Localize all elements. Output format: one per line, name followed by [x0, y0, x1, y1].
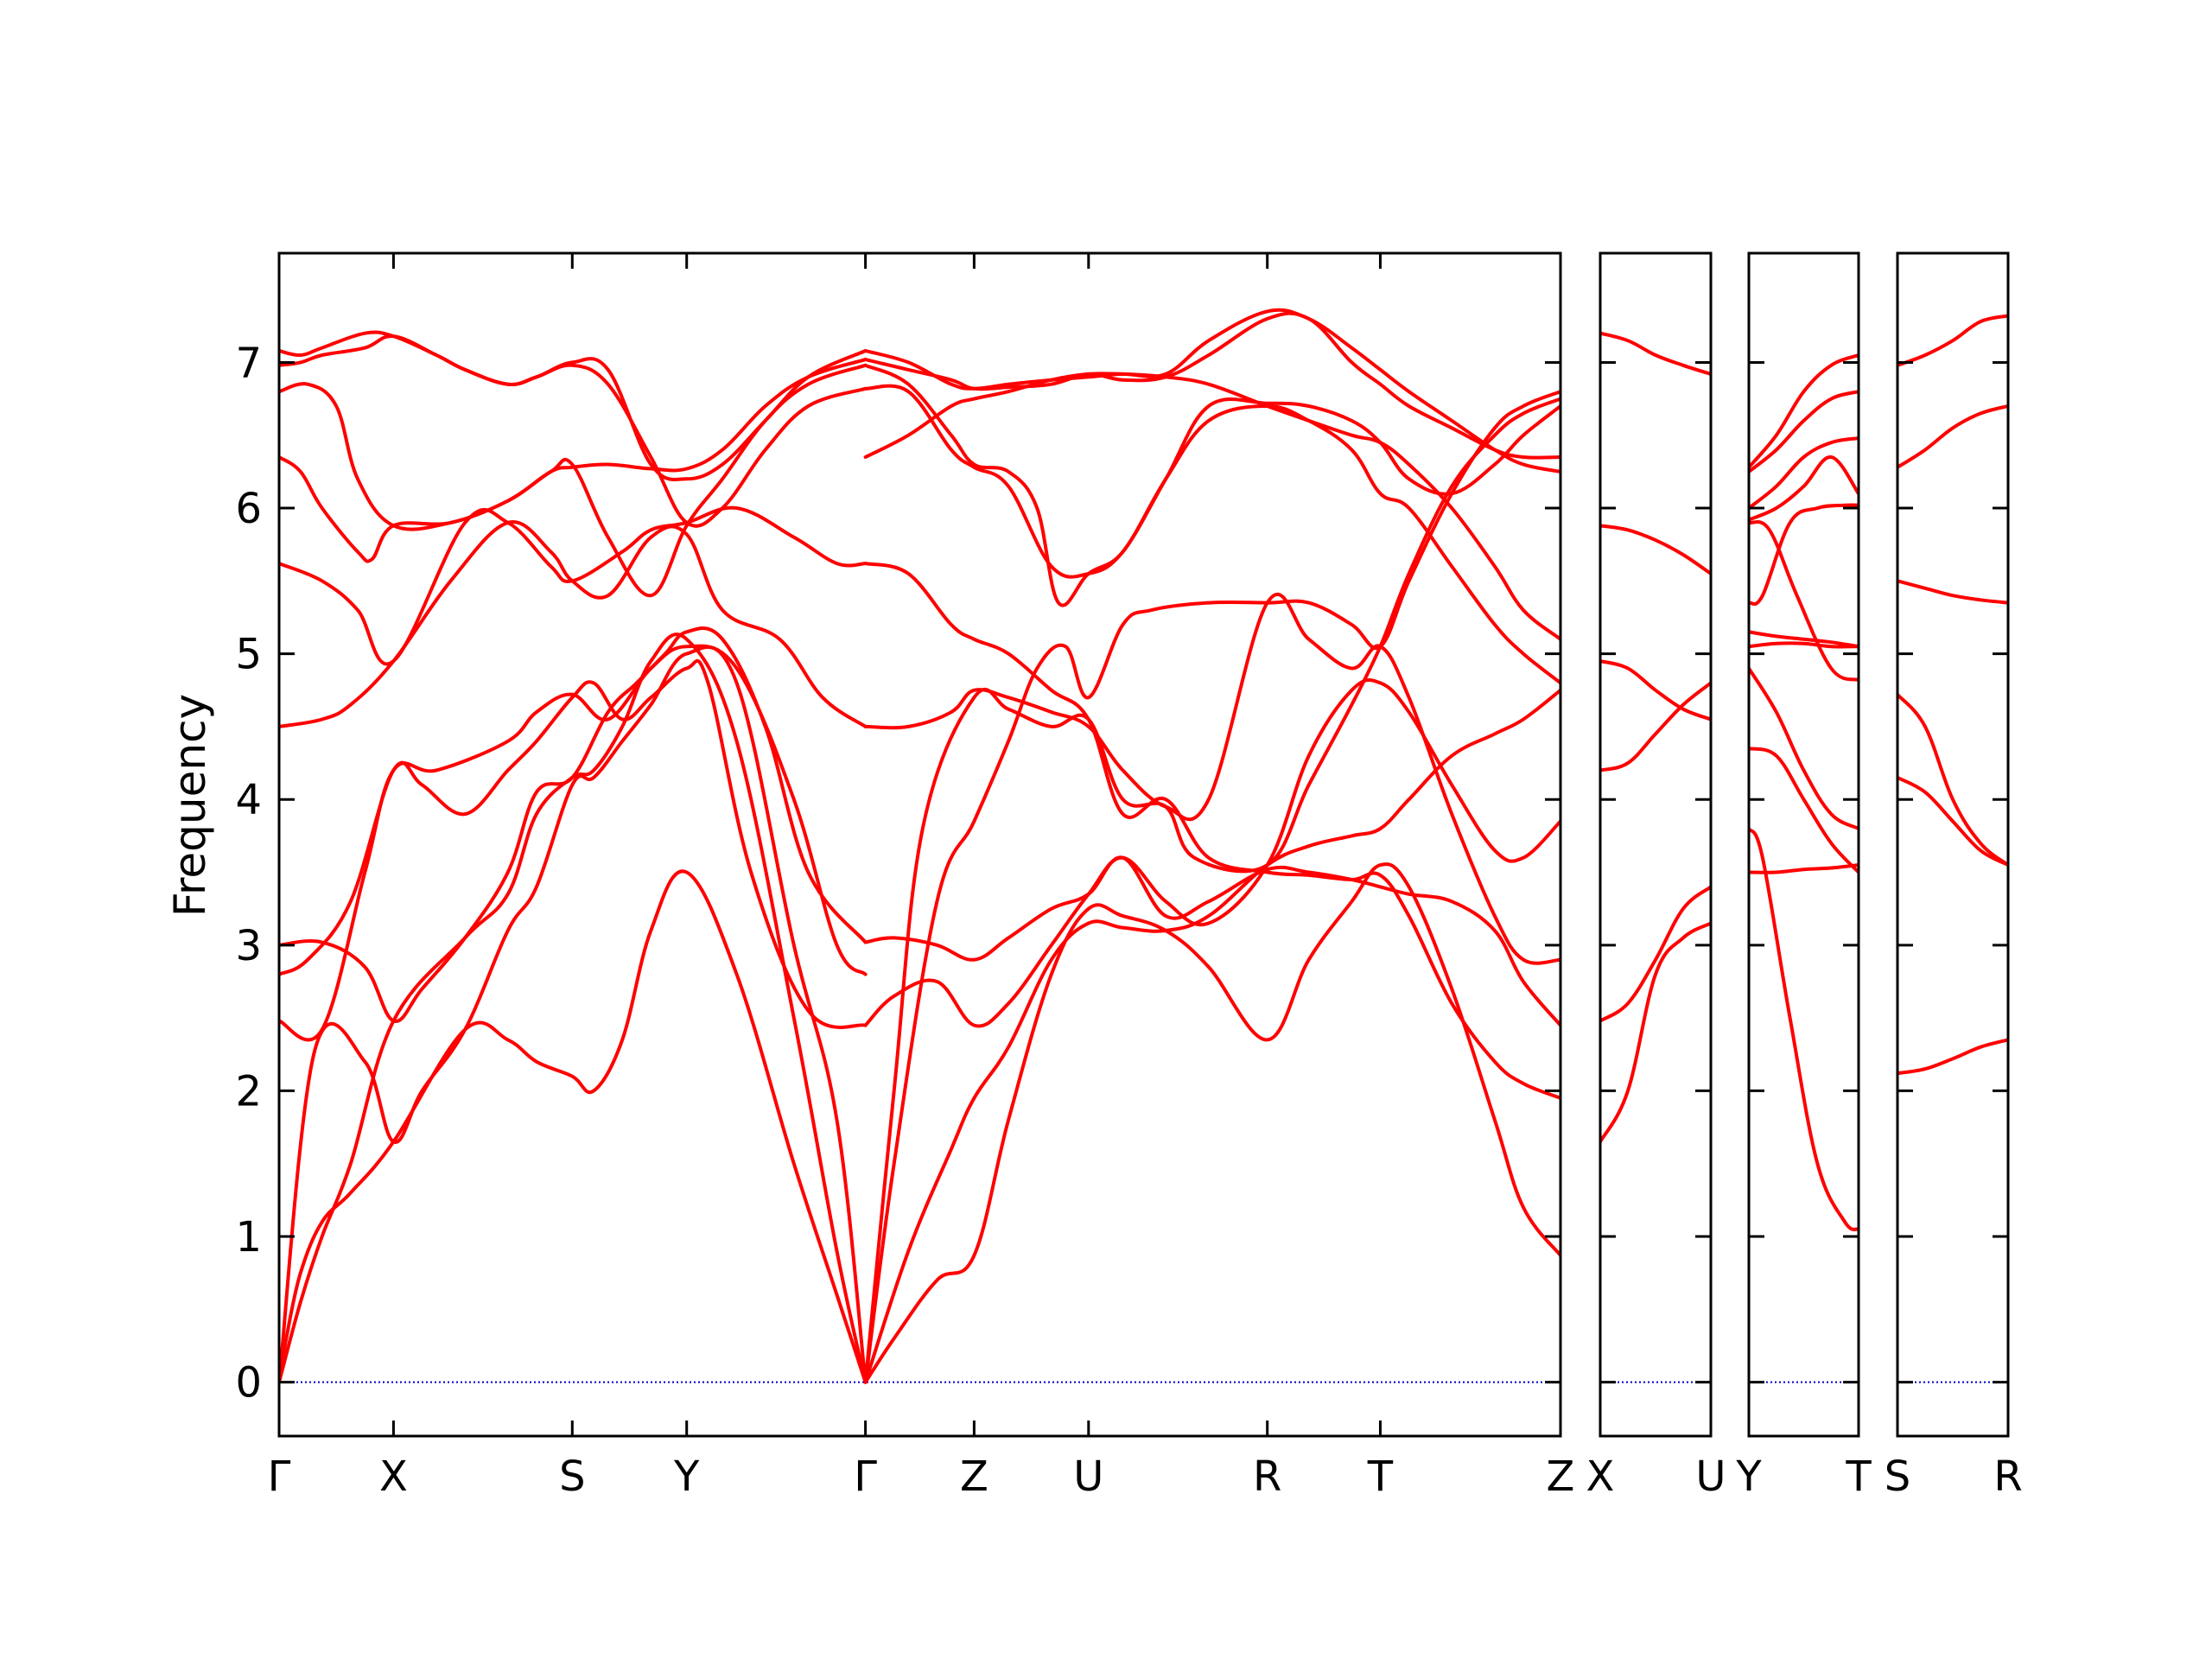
- band-line-1: [1749, 827, 1859, 1231]
- x-tick-label: R: [1993, 1452, 2022, 1501]
- band-line-3: [279, 645, 868, 1384]
- band-line-12: [279, 334, 868, 528]
- band-line-11: [1749, 353, 1859, 469]
- x-tick-label: T: [1845, 1452, 1872, 1501]
- band-line-10: [279, 363, 868, 598]
- band-line-7: [1749, 503, 1859, 607]
- panel-frame: [277, 251, 1562, 1438]
- band-line-5: [1749, 641, 1859, 649]
- band-line-1: [279, 869, 868, 1384]
- x-tick-label: Y: [1735, 1452, 1762, 1501]
- y-tick-label: 6: [235, 485, 262, 533]
- panel-1: 0 1 2 3 4 5 6 7 Γ X S Y Γ Z U R T Z: [235, 251, 1575, 1501]
- x-tick-label: S: [559, 1452, 585, 1501]
- x-tick-label: X: [379, 1452, 408, 1501]
- x-tick-label: Z: [960, 1452, 988, 1501]
- band-line-4: [1897, 579, 2008, 605]
- band-line-4: [1749, 666, 1859, 830]
- x-tick-label: S: [1885, 1452, 1910, 1501]
- band-line-17: [863, 678, 1560, 1028]
- band-line-4: [1600, 659, 1711, 721]
- band-line-25: [863, 311, 1560, 460]
- y-axis-label: Frequency: [165, 694, 215, 917]
- band-line-5: [279, 626, 868, 1023]
- panel-frame: [1896, 251, 2010, 1438]
- band-line-1: [1897, 1038, 2008, 1076]
- bands-group: [279, 308, 1560, 1384]
- band-line-21: [863, 372, 1560, 641]
- band-line-11: [279, 330, 868, 481]
- y-tick-label: 5: [235, 631, 262, 679]
- y-tick-label: 2: [235, 1067, 262, 1116]
- band-line-2: [1600, 885, 1711, 1023]
- y-tick-label: 1: [235, 1213, 262, 1262]
- band-line-16: [863, 397, 1560, 1384]
- band-line-2: [1749, 863, 1859, 874]
- x-tick-label: Γ: [268, 1452, 291, 1501]
- band-line-9: [1749, 436, 1859, 510]
- band-line-9: [279, 358, 868, 563]
- band-line-14: [863, 688, 1560, 1384]
- y-tick-label: 7: [235, 339, 262, 387]
- band-line-5: [1897, 404, 2008, 469]
- band-line-8: [279, 505, 868, 666]
- x-tick-label: Y: [673, 1452, 700, 1501]
- band-line-3: [1749, 747, 1859, 874]
- y-tick-label: 4: [235, 776, 262, 824]
- bands-group: [1600, 331, 1711, 1144]
- x-tick-label: R: [1253, 1452, 1281, 1501]
- band-line-8: [1749, 520, 1859, 682]
- band-line-19: [863, 593, 1560, 965]
- x-tick-label: X: [1586, 1452, 1615, 1501]
- band-line-23: [863, 384, 1560, 579]
- band-line-2: [1897, 775, 2008, 868]
- band-line-22: [863, 363, 1560, 685]
- band-line-3: [1897, 692, 2008, 868]
- band-line-12: [1749, 455, 1859, 522]
- band-line-18: [863, 855, 1560, 1027]
- band-line-24: [863, 308, 1560, 474]
- band-line-6: [1600, 331, 1711, 376]
- bands-group: [1749, 353, 1859, 1231]
- x-tick-label: U: [1073, 1452, 1103, 1501]
- band-line-20: [863, 562, 1560, 1100]
- x-tick-label: U: [1695, 1452, 1726, 1501]
- band-line-6: [279, 644, 868, 1042]
- band-line-3: [1600, 681, 1711, 772]
- x-tick-label: Γ: [854, 1452, 877, 1501]
- band-line-13: [863, 862, 1560, 1384]
- band-line-6: [1897, 314, 2008, 367]
- band-line-6: [1749, 630, 1859, 649]
- band-line-2: [279, 632, 868, 1384]
- y-tick-label: 3: [235, 922, 262, 970]
- y-tick-label: 0: [235, 1359, 262, 1408]
- bands-group: [1897, 314, 2008, 1076]
- band-line-10: [1749, 390, 1859, 474]
- panel-frame: [1599, 251, 1713, 1438]
- x-tick-label: T: [1367, 1452, 1394, 1501]
- band-line-1: [1600, 921, 1711, 1144]
- panel-frame: [1747, 251, 1860, 1438]
- band-line-15: [863, 390, 1560, 1384]
- x-tick-label: Z: [1547, 1452, 1575, 1501]
- band-line-5: [1600, 524, 1711, 575]
